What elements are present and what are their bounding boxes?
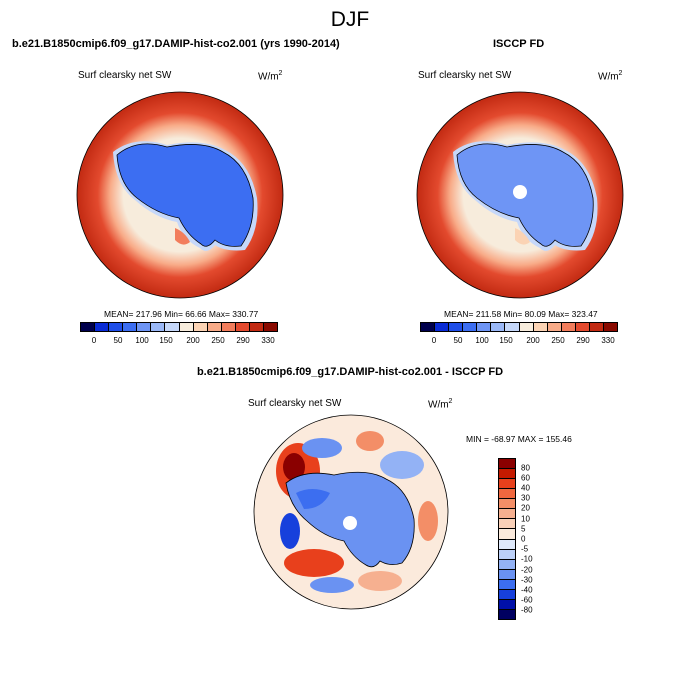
- polar-map-obs: [416, 91, 624, 299]
- colorbar-ticks-obs: 0 50 100 150 200 250 290 330: [431, 336, 615, 345]
- variable-label-diff: Surf clearsky net SW: [248, 398, 342, 409]
- colorbar-diff-tick: -30: [521, 575, 533, 585]
- colorbar-obs: [420, 322, 618, 332]
- colorbar-diff-tick: 80: [521, 463, 530, 473]
- colorbar-ticks-model: 0 50 100 150 200 250 290 330: [91, 336, 275, 345]
- figure-title: DJF: [330, 8, 370, 31]
- panel-title-obs: ISCCP FD: [493, 38, 545, 50]
- panel-title-model: b.e21.B1850cmip6.f09_g17.DAMIP-hist-co2.…: [12, 38, 340, 50]
- colorbar-diff-tick: 0: [521, 534, 526, 544]
- units-label-obs: W/m2: [598, 70, 623, 83]
- colorbar-diff-tick: 20: [521, 503, 530, 513]
- colorbar-diff-tick: 10: [521, 514, 530, 524]
- colorbar-diff-tick: -80: [521, 605, 533, 615]
- colorbar-diff-tick: -40: [521, 585, 533, 595]
- colorbar-diff-tick: 60: [521, 473, 530, 483]
- colorbar-model: [80, 322, 278, 332]
- colorbar-diff-tick: -20: [521, 565, 533, 575]
- stats-obs: MEAN= 211.58 Min= 80.09 Max= 323.47: [444, 309, 598, 319]
- polar-map-diff: [253, 414, 449, 610]
- colorbar-diff-tick: 30: [521, 493, 530, 503]
- colorbar-diff-tick: -10: [521, 554, 533, 564]
- variable-label-obs: Surf clearsky net SW: [418, 70, 512, 81]
- units-label-model: W/m2: [258, 70, 283, 83]
- colorbar-diff: [498, 458, 516, 620]
- colorbar-diff-tick: 5: [521, 524, 526, 534]
- colorbar-diff-tick: -60: [521, 595, 533, 605]
- polar-map-model: [76, 91, 284, 299]
- units-label-diff: W/m2: [428, 398, 453, 411]
- stats-diff: MIN = -68.97 MAX = 155.46: [466, 434, 572, 444]
- variable-label-model: Surf clearsky net SW: [78, 70, 172, 81]
- stats-model: MEAN= 217.96 Min= 66.66 Max= 330.77: [104, 309, 259, 319]
- panel-title-diff: b.e21.B1850cmip6.f09_g17.DAMIP-hist-co2.…: [196, 366, 504, 378]
- colorbar-diff-tick: 40: [521, 483, 530, 493]
- colorbar-diff-tick: -5: [521, 544, 529, 554]
